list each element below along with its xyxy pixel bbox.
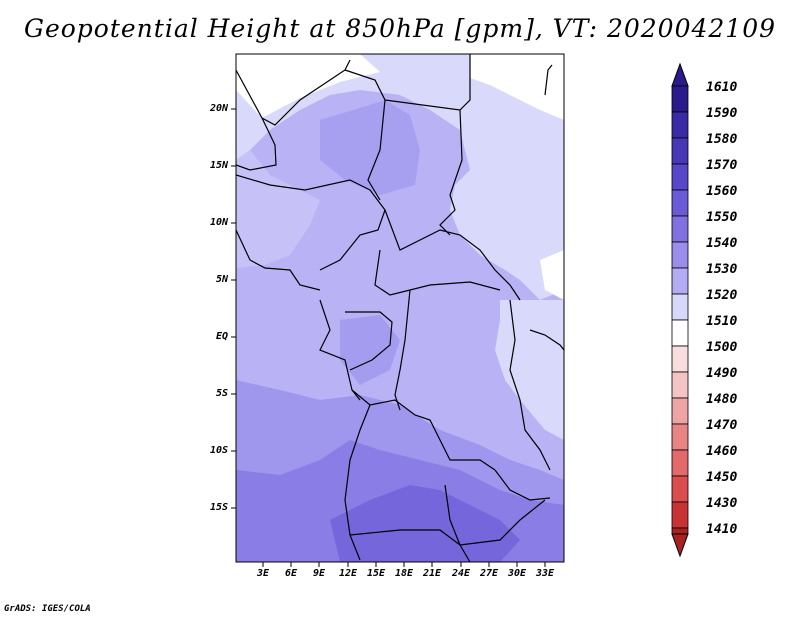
colorbar-swatch-1490 (671, 371, 689, 399)
colorbar-swatch-1580 (671, 137, 689, 165)
lon-label-30e: 30E (507, 568, 527, 579)
colorbar-top-arrow (671, 62, 689, 87)
colorbar-swatch-1430 (671, 501, 689, 529)
lon-label-21e: 21E (422, 568, 442, 579)
country-borders (236, 54, 564, 562)
map-border (235, 53, 565, 563)
colorbar-label-1590: 1590 (706, 106, 738, 121)
colorbar-swatch-1470 (671, 423, 689, 451)
lat-label-15n: 15N (209, 160, 228, 171)
colorbar (671, 62, 689, 558)
colorbar-swatch-1530 (671, 267, 689, 295)
chart-title: Geopotential Height at 850hPa [gpm], VT:… (23, 14, 777, 43)
axis-ticks (231, 108, 546, 567)
lon-label-27e: 27E (479, 568, 499, 579)
colorbar-swatch-1460 (671, 449, 689, 477)
lon-label-24e: 24E (451, 568, 471, 579)
colorbar-label-1500: 1500 (706, 340, 738, 355)
lon-label-6e: 6E (284, 568, 298, 579)
lat-label-5n: 5N (215, 274, 228, 285)
height-field (236, 54, 564, 562)
lat-label-10s: 10S (209, 445, 228, 456)
colorbar-label-1520: 1520 (706, 288, 738, 303)
colorbar-swatch-1480 (671, 397, 689, 425)
colorbar-swatch-1520 (671, 293, 689, 321)
colorbar-bottom-arrow (671, 533, 689, 558)
colorbar-label-1580: 1580 (706, 132, 738, 147)
colorbar-label-1540: 1540 (706, 236, 738, 251)
lon-label-33e: 33E (535, 568, 555, 579)
colorbar-label-1450: 1450 (706, 470, 738, 485)
colorbar-label-1430: 1430 (706, 496, 738, 511)
colorbar-label-1410: 1410 (706, 522, 738, 537)
lat-label-5s: 5S (215, 388, 228, 399)
colorbar-label-1480: 1480 (706, 392, 738, 407)
lat-label-15s: 15S (209, 502, 228, 513)
colorbar-label-1460: 1460 (706, 444, 738, 459)
lat-label-20n: 20N (209, 103, 228, 114)
lon-label-12e: 12E (338, 568, 358, 579)
colorbar-swatch-1610 (671, 85, 689, 113)
colorbar-label-1470: 1470 (706, 418, 738, 433)
lon-label-15e: 15E (366, 568, 386, 579)
lon-label-9e: 9E (312, 568, 326, 579)
colorbar-label-1560: 1560 (706, 184, 738, 199)
colorbar-label-1610: 1610 (706, 80, 738, 95)
colorbar-swatch-1590 (671, 111, 689, 139)
colorbar-swatch-1510 (671, 319, 689, 347)
colorbar-label-1490: 1490 (706, 366, 738, 381)
lon-label-3e: 3E (256, 568, 270, 579)
colorbar-swatch-1410 (671, 527, 689, 535)
colorbar-swatch-1540 (671, 241, 689, 269)
lat-label-eq: EQ (215, 331, 228, 342)
credit-label: GrADS: IGES/COLA (4, 604, 91, 614)
colorbar-swatch-1500 (671, 345, 689, 373)
lon-label-18e: 18E (394, 568, 414, 579)
colorbar-swatch-1450 (671, 475, 689, 503)
colorbar-swatch-1560 (671, 189, 689, 217)
colorbar-swatch-1550 (671, 215, 689, 243)
colorbar-label-1510: 1510 (706, 314, 738, 329)
lat-label-10n: 10N (209, 217, 228, 228)
colorbar-label-1530: 1530 (706, 262, 738, 277)
colorbar-swatch-1570 (671, 163, 689, 191)
colorbar-label-1550: 1550 (706, 210, 738, 225)
colorbar-label-1570: 1570 (706, 158, 738, 173)
